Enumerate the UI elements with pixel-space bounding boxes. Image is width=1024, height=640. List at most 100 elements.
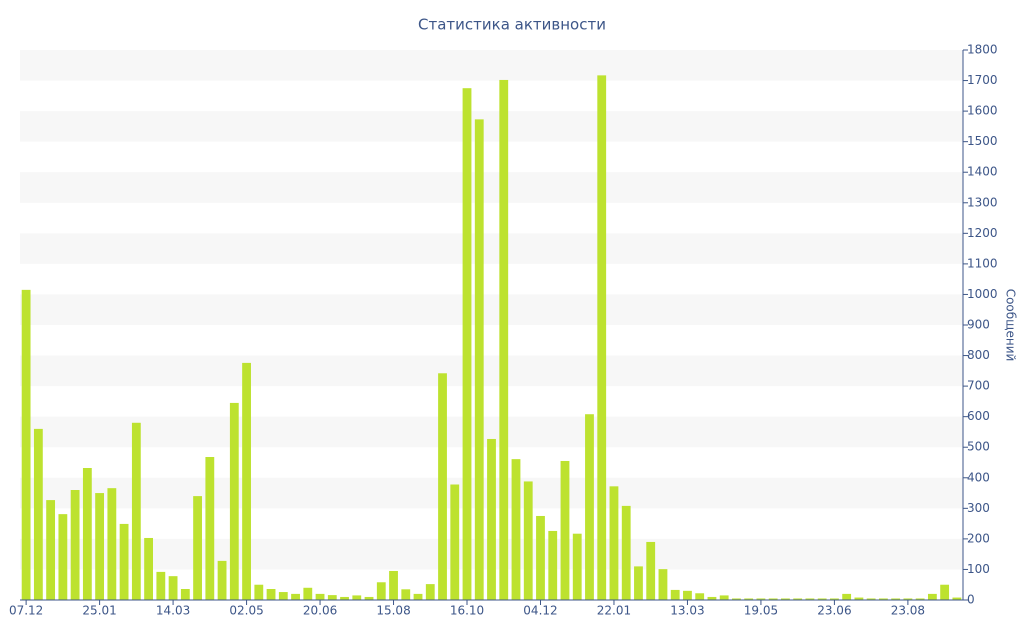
bar — [217, 560, 227, 600]
x-tick-label: 25.01 — [82, 604, 116, 618]
bar — [364, 596, 374, 600]
bar — [303, 587, 313, 600]
bar — [131, 422, 141, 600]
bar — [927, 593, 937, 600]
bar — [548, 530, 558, 600]
bar — [719, 595, 729, 600]
x-tick-label: 16.10 — [450, 604, 484, 618]
bar — [511, 459, 521, 600]
bar — [438, 373, 447, 600]
y-tick-label: 100 — [967, 562, 990, 576]
x-tick-label: 04.12 — [523, 604, 557, 618]
bar — [474, 119, 484, 600]
bar — [462, 88, 472, 600]
bar — [768, 598, 778, 600]
bar — [830, 598, 839, 600]
bar — [46, 500, 56, 600]
grid-band — [20, 294, 963, 325]
bar — [940, 584, 950, 600]
bar — [744, 598, 754, 600]
bar — [278, 592, 288, 600]
bar — [634, 566, 643, 600]
bar — [425, 584, 435, 600]
y-tick-label: 1600 — [967, 104, 998, 118]
bar — [903, 598, 913, 600]
bar — [205, 457, 215, 600]
bar — [156, 571, 166, 600]
bar — [683, 590, 692, 600]
bar — [450, 484, 460, 600]
bar — [756, 598, 766, 600]
bar — [560, 460, 570, 600]
y-tick-label: 1800 — [967, 43, 998, 57]
y-tick-label: 400 — [967, 470, 990, 484]
x-tick-label: 22.01 — [597, 604, 631, 618]
bar — [597, 75, 607, 601]
bar — [854, 597, 864, 600]
bar — [952, 597, 962, 600]
grid-band — [20, 111, 963, 142]
bar — [315, 593, 325, 600]
grid-band — [20, 355, 963, 387]
bar — [658, 569, 668, 600]
y-tick-label: 200 — [967, 531, 990, 545]
bar — [523, 481, 533, 600]
bar — [866, 598, 876, 600]
bar — [781, 598, 790, 600]
bar — [536, 515, 545, 600]
bar — [291, 593, 300, 600]
bar — [340, 596, 349, 600]
grid-band — [20, 172, 963, 203]
bar — [21, 289, 31, 600]
bar — [585, 414, 594, 600]
bar — [842, 593, 852, 600]
y-tick-label: 1500 — [967, 134, 998, 148]
bar — [352, 595, 362, 600]
bar — [793, 598, 803, 600]
grid-band — [20, 233, 963, 264]
bar — [621, 505, 631, 600]
bar — [413, 593, 423, 600]
bar — [376, 582, 386, 600]
bar — [119, 523, 129, 600]
bar — [242, 362, 251, 600]
bar — [33, 428, 43, 600]
bar — [82, 468, 92, 600]
bar — [891, 598, 901, 600]
bar — [695, 593, 705, 600]
bar — [327, 595, 337, 600]
bar — [670, 589, 680, 600]
bar — [266, 589, 276, 600]
bar — [805, 598, 815, 600]
y-axis-label: Сообщений — [1004, 289, 1018, 362]
x-tick-label: 23.08 — [891, 604, 925, 618]
bar — [915, 598, 925, 600]
bar — [572, 533, 582, 600]
bar — [646, 541, 656, 600]
y-tick-label: 1300 — [967, 195, 998, 209]
bar — [180, 589, 190, 600]
y-tick-label: 300 — [967, 501, 990, 515]
y-tick-label: 900 — [967, 318, 990, 332]
bar — [193, 496, 202, 600]
bar — [401, 589, 411, 600]
y-tick-label: 1400 — [967, 165, 998, 179]
x-tick-label: 19.05 — [744, 604, 778, 618]
y-tick-label: 1700 — [967, 73, 998, 87]
x-tick-label: 20.06 — [303, 604, 337, 618]
y-tick-label: 1200 — [967, 226, 998, 240]
y-tick-label: 0 — [967, 593, 975, 607]
bar — [95, 493, 105, 600]
y-tick-label: 1000 — [967, 287, 998, 301]
bar — [707, 596, 717, 600]
bar — [817, 598, 827, 600]
x-tick-label: 23.06 — [817, 604, 851, 618]
bar — [487, 438, 496, 600]
bar — [732, 598, 741, 600]
bar — [168, 576, 178, 600]
y-tick-label: 800 — [967, 348, 990, 362]
x-tick-label: 13.03 — [670, 604, 704, 618]
bar — [254, 584, 264, 600]
y-tick-label: 700 — [967, 379, 990, 393]
